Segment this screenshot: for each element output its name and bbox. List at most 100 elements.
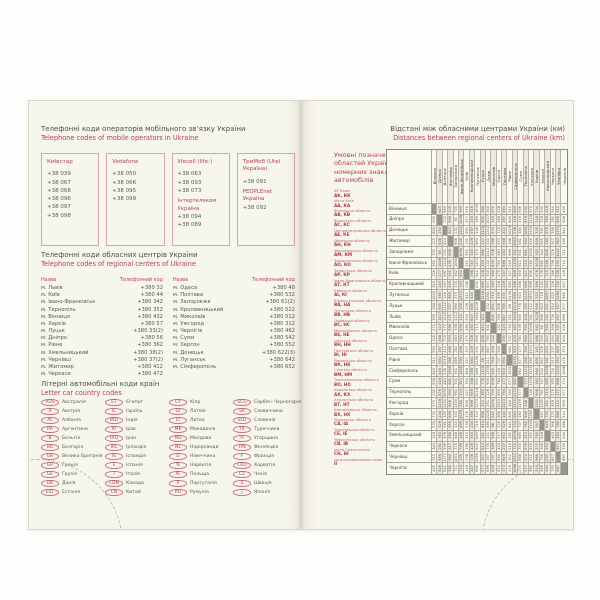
matrix-distance-cell: 745 xyxy=(458,279,465,290)
distance-value: 428 xyxy=(464,302,469,310)
distance-value: 764 xyxy=(523,345,528,353)
distance-value: 333 xyxy=(475,410,480,418)
matrix-distance-cell: 561 xyxy=(458,268,465,279)
distance-value: 326 xyxy=(459,302,464,310)
distance-value: 352 xyxy=(556,356,561,364)
car-code-row: D Німеччина xyxy=(169,452,233,461)
matrix-distance-cell: 249 xyxy=(469,344,476,355)
distance-value: 736 xyxy=(486,443,491,450)
matrix-row: Чернівці 312 956 1171 383 1041 135 538 736 1290 35… xyxy=(387,452,567,464)
car-code-badge: RA xyxy=(41,425,59,434)
distance-value: 1434 xyxy=(529,226,534,235)
matrix-distance-cell: 1065 xyxy=(448,365,454,376)
distance-value: 1171 xyxy=(442,452,447,462)
car-code-row: SCG Сербія і Чорногорія xyxy=(233,398,301,407)
distance-value: 1138 xyxy=(507,290,512,300)
matrix-diagonal-cell xyxy=(507,355,513,365)
car-country-name: Франція xyxy=(254,454,274,459)
matrix-distance-cell: 808 xyxy=(497,301,503,311)
car-country-name: Аргентина xyxy=(62,427,88,432)
distance-value: 1027 xyxy=(486,215,491,225)
matrix-distance-cell: 481 xyxy=(448,376,454,387)
matrix-distance-cell: 447 xyxy=(561,280,566,290)
distance-value: 1097 xyxy=(475,431,480,441)
distance-value: 373 xyxy=(562,345,567,353)
distance-value: 1098 xyxy=(562,366,567,376)
distance-value: 581 xyxy=(442,421,447,429)
operator-code: +38 091 xyxy=(242,178,267,185)
matrix-distance-cell: 652 xyxy=(545,344,551,355)
car-country-name: Єгипет xyxy=(126,400,144,405)
distance-value: 961 xyxy=(453,389,458,396)
distance-value: 192 xyxy=(545,356,550,364)
matrix-distance-cell: 707 xyxy=(497,355,503,365)
matrix-distance-cell: 709 xyxy=(458,441,465,452)
distance-value: 956 xyxy=(556,216,561,224)
matrix-distance-cell: 513 xyxy=(551,355,556,365)
distance-value: 526 xyxy=(502,421,507,429)
distance-value: 183 xyxy=(534,378,539,385)
distance-value: 355 xyxy=(550,378,555,385)
distance-value: 745 xyxy=(469,259,474,267)
distance-value: 506 xyxy=(442,443,447,450)
matrix-distance-cell: 352 xyxy=(507,452,513,463)
matrix-distance-cell: 763 xyxy=(545,214,551,225)
matrix-distance-cell: 530 xyxy=(540,204,546,214)
distance-value: 183 xyxy=(469,324,474,331)
matrix-distance-cell: 895 xyxy=(540,257,546,268)
distance-value: 890 xyxy=(540,313,544,321)
distance-value: 910 xyxy=(480,421,485,429)
plate-legend-item: Харківська область АХ, КХ xyxy=(334,388,408,397)
matrix-distance-cell: 360 xyxy=(432,311,438,322)
operator-box: lifecell (life:) +38 063 +38 093 +38 073 Інт… xyxy=(171,153,230,246)
distance-value: 1028 xyxy=(486,409,491,419)
matrix-distance-cell: 468 xyxy=(469,376,476,387)
distance-value: 646 xyxy=(448,399,453,407)
matrix-distance-cell: 1224 xyxy=(458,225,465,236)
distance-value: 420 xyxy=(491,345,496,353)
city-name: м. Луганськ xyxy=(173,356,206,363)
matrix-diagonal-cell xyxy=(432,204,438,214)
plate-legend-item: Тернопільська область ВО, НО xyxy=(334,378,408,387)
distance-value: 660 xyxy=(523,335,528,342)
distance-value: 1091 xyxy=(442,387,447,397)
distance-value: 274 xyxy=(562,378,567,385)
matrix-distance-cell: 686 xyxy=(534,333,540,344)
matrix-distance-cell: 811 xyxy=(464,290,470,301)
matrix-column-label: Миколаїв xyxy=(491,167,496,186)
distance-value: 707 xyxy=(491,453,496,461)
distances-title-en: Distances between regional centers of Uk… xyxy=(393,133,565,142)
city-code-row: м. Черкаси +380 472 xyxy=(41,371,163,378)
matrix-distance-cell: 329 xyxy=(540,214,546,225)
city-code: +380 652 xyxy=(269,363,295,370)
plate-region-name: Хмельницька область xyxy=(334,408,377,413)
matrix-column-header: Луганськ xyxy=(475,150,481,203)
matrix-diagonal-cell xyxy=(469,279,476,290)
matrix-row-label: Дніпро xyxy=(387,214,432,225)
matrix-corner-cell xyxy=(387,150,432,203)
car-code-row: ET Єгипет xyxy=(105,398,169,407)
car-code-badge: BG xyxy=(41,443,59,452)
distance-value: 232 xyxy=(432,389,437,396)
matrix-row: Дніпро 645 252 608 85 1009 477 245 390 905 1027 323… xyxy=(387,214,567,226)
matrix-distance-cell: 428 xyxy=(432,333,438,344)
matrix-distance-cell: 763 xyxy=(437,430,443,441)
plate-legend-item: Луганська область ВВ, НВ xyxy=(334,309,408,318)
distance-value: 135 xyxy=(459,453,464,461)
matrix-distance-cell: 664 xyxy=(502,355,508,365)
matrix-distance-cell: 1041 xyxy=(555,247,562,257)
matrix-distance-cell: 1039 xyxy=(534,257,540,268)
car-code-badge: IL xyxy=(105,407,123,416)
car-code-badge: IND xyxy=(105,416,123,425)
plate-region-name: Івано-Франківська область xyxy=(334,278,387,283)
matrix-column-header: Суми xyxy=(518,150,524,203)
matrix-diagonal-cell xyxy=(496,333,503,344)
matrix-distance-cell: 686 xyxy=(475,365,481,376)
distance-value: 736 xyxy=(556,281,561,288)
distance-value: 475 xyxy=(496,270,501,278)
distance-value: 711 xyxy=(562,248,567,256)
distance-value: 763 xyxy=(545,216,550,224)
matrix-distance-cell: 547 xyxy=(497,430,503,441)
distance-value: 784 xyxy=(496,378,501,385)
matrix-diagonal-cell xyxy=(502,344,508,355)
